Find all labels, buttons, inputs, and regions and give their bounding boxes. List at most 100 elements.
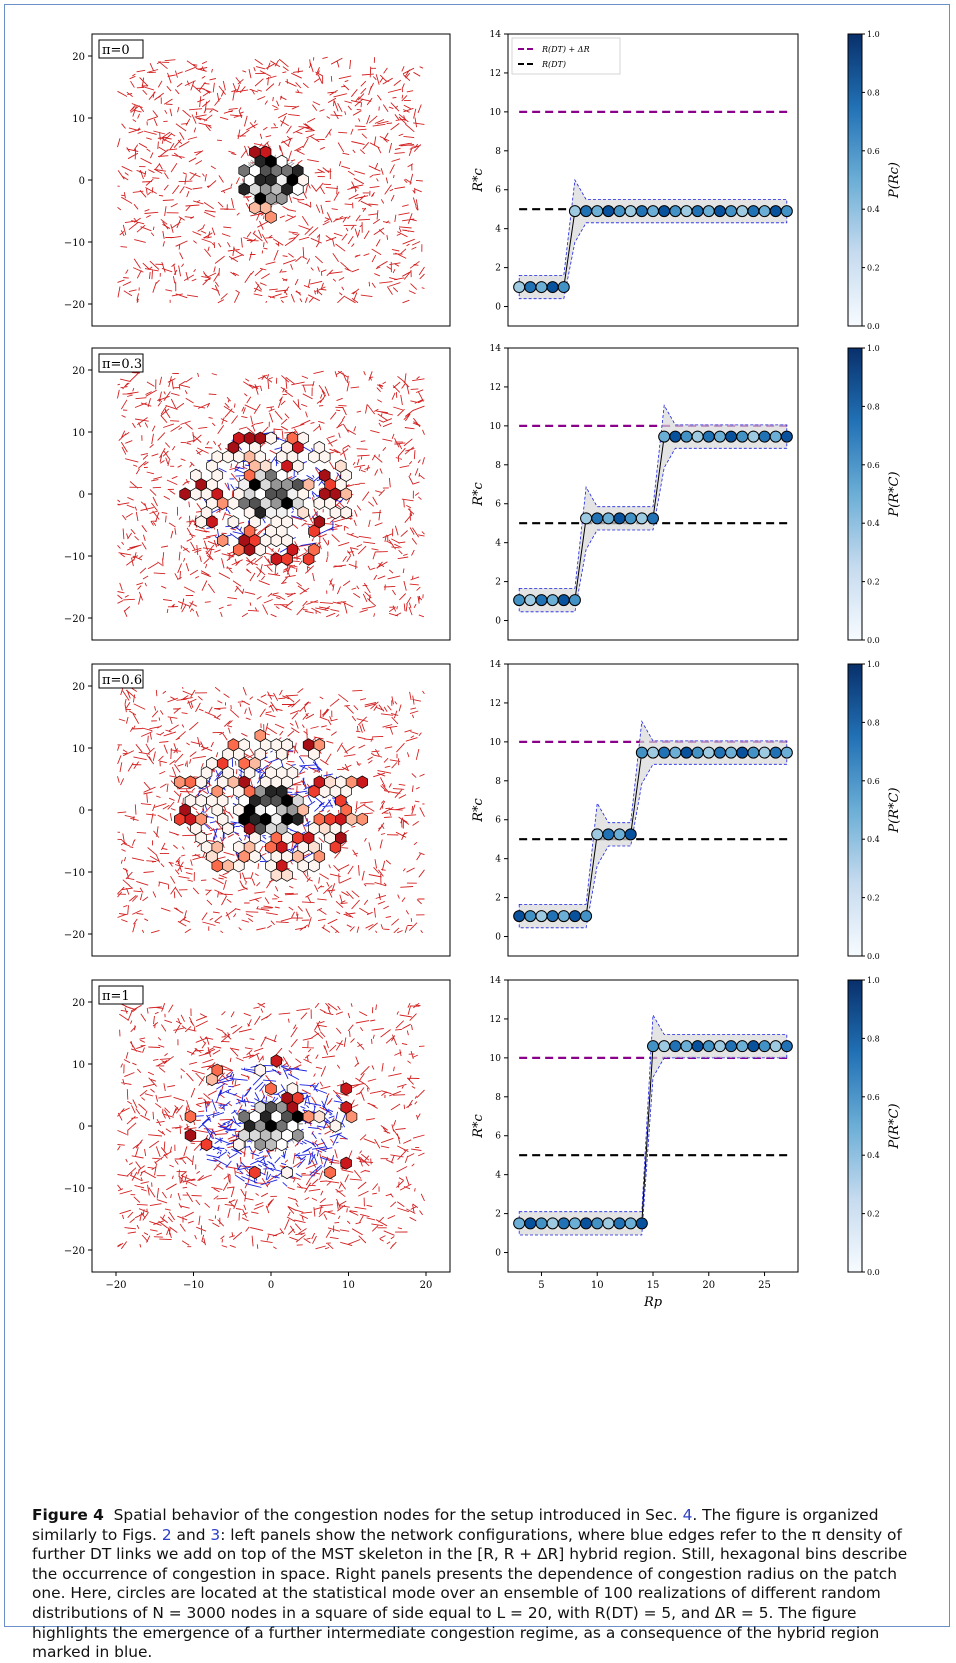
mode-point	[546, 910, 559, 923]
panel-label-text: π=0	[102, 43, 130, 58]
network-plot: π=0 20 10 0 −10 −20	[64, 33, 451, 327]
colorbar-tick-label: 0.4	[867, 205, 880, 214]
colorbar-gradient	[847, 347, 863, 641]
rc-ytick-label: 2	[495, 264, 501, 274]
mode-point	[658, 430, 671, 443]
hex-bin	[324, 1165, 336, 1180]
rc-ytick-label: 14	[490, 344, 502, 354]
rc-ytick-label: 12	[490, 699, 501, 709]
mode-point	[780, 430, 793, 443]
hex-bin	[195, 515, 207, 529]
rc-plot: 0 2 4 6 8 10 12 14 R*c	[471, 660, 799, 957]
colorbar: 0.0 0.2 0.4 0.6 0.8 1.0 P(Rc)	[847, 30, 902, 331]
ytick-label: 10	[72, 744, 85, 755]
colorbar-tick-label: 0.6	[867, 777, 880, 786]
hex-bin	[174, 775, 186, 789]
hex-bin	[184, 775, 197, 789]
hex-bin	[276, 1137, 288, 1152]
mode-point	[736, 430, 749, 443]
panel-label-box	[98, 669, 144, 689]
mode-point	[591, 205, 604, 218]
mode-point	[568, 1217, 581, 1230]
ytick-label: 0	[79, 490, 85, 501]
ytick-label: 20	[72, 682, 85, 693]
hex-bin	[308, 450, 320, 464]
hex-bin	[297, 505, 309, 520]
mode-point	[568, 910, 581, 923]
mode-point	[680, 746, 693, 759]
ref-fig-2[interactable]: 2	[161, 1525, 172, 1544]
mode-point	[780, 746, 793, 759]
legend-label-upper: R(DT) + ΔR	[541, 45, 590, 54]
legend-box	[511, 37, 621, 75]
hex-bin	[292, 1128, 304, 1142]
panel-label-box	[98, 39, 144, 59]
mode-point	[557, 594, 570, 607]
hex-bin	[254, 543, 266, 557]
hex-bin	[249, 849, 261, 864]
hex-bin	[270, 533, 283, 548]
rc-ytick-label: 4	[495, 225, 501, 235]
mode-point	[758, 746, 771, 759]
ref-fig-3[interactable]: 3	[210, 1525, 221, 1544]
hex-bin	[243, 543, 256, 557]
hex-bin	[345, 812, 358, 826]
mode-point	[691, 1040, 704, 1053]
mode-point	[769, 1040, 782, 1053]
ytick-label: −10	[64, 868, 85, 879]
hex-bin	[222, 859, 234, 873]
rc-ytick-label: 14	[490, 30, 502, 40]
mode-point	[647, 205, 659, 218]
hex-bin	[233, 450, 245, 464]
hex-bin	[227, 496, 240, 510]
hex-bin	[270, 552, 283, 566]
hex-bin	[233, 1137, 245, 1152]
panel-label: π=0.3	[98, 353, 144, 373]
colorbar: 0.0 0.2 0.4 0.6 0.8 1.0 P(R*C)	[847, 344, 902, 645]
rc-ytick-label: 4	[495, 539, 501, 549]
ref-sec[interactable]: 4	[682, 1506, 693, 1524]
mode-point	[513, 910, 526, 923]
spread-band	[518, 404, 788, 613]
spread-band	[518, 720, 788, 929]
panel-label: π=0	[98, 39, 144, 59]
mode-point	[647, 746, 659, 759]
rc-ytick-label: 8	[495, 147, 501, 157]
mode-point	[680, 430, 693, 443]
hex-bin	[233, 859, 245, 873]
ytick-label: −20	[64, 930, 85, 941]
mode-point	[513, 1217, 526, 1230]
network-plot: π=0.6 20 10 0 −10 −20	[64, 663, 451, 957]
mode-point	[658, 205, 671, 218]
mode-point	[713, 430, 726, 443]
mode-point	[535, 281, 548, 294]
rc-ytick-label: 2	[495, 1210, 501, 1220]
colorbar-tick-label: 0.4	[867, 835, 880, 844]
rc-plot: 0 2 4 6 8 10 12 14 R*c R(DT) + ΔR R(DT)	[471, 30, 799, 327]
rc-ytick-label: 2	[495, 578, 501, 588]
rc-ytick-label: 8	[495, 1093, 501, 1103]
rc-ytick-label: 6	[495, 1132, 501, 1142]
colorbar-tick-label: 0.2	[867, 264, 880, 273]
colorbar-tick-label: 0.6	[867, 147, 880, 156]
mode-point	[747, 746, 760, 759]
rc-ytick-label: 14	[490, 976, 502, 986]
hex-bin	[216, 533, 229, 548]
mode-point	[702, 430, 715, 443]
hex-bin	[281, 868, 293, 882]
ytick-label: 0	[79, 1122, 85, 1133]
hex-bin	[297, 859, 309, 873]
mode-point	[691, 205, 704, 218]
mode-point	[725, 746, 738, 759]
mode-point	[602, 512, 615, 525]
panel-label-text: π=1	[102, 989, 130, 1004]
colorbar-label: P(R*C)	[887, 471, 902, 517]
hex-bin	[308, 859, 320, 873]
colorbar-tick-label: 0.4	[867, 1151, 880, 1160]
mode-point	[513, 594, 526, 607]
hex-bin	[276, 191, 288, 206]
rc-ytick-label: 0	[495, 303, 501, 313]
hex-bin	[340, 487, 352, 501]
hex-bin	[308, 784, 320, 799]
